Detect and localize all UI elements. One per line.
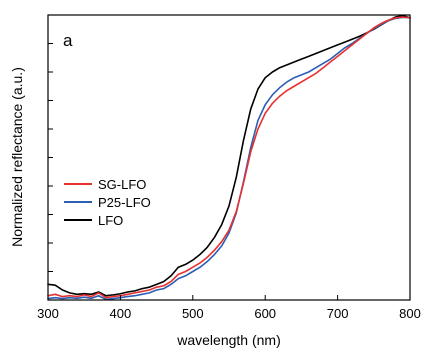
x-tick-label-700: 700 (327, 306, 349, 321)
series-line-sg-lfo (47, 16, 411, 299)
legend: SG-LFO P25-LFO LFO (64, 177, 151, 228)
panel-label: a (63, 31, 73, 50)
series-line-p25-lfo (47, 16, 411, 301)
x-tick-label-800: 800 (399, 306, 421, 321)
x-tick-label-300: 300 (37, 306, 59, 321)
legend-label-sg-lfo: SG-LFO (98, 177, 146, 192)
plot-frame (47, 14, 411, 301)
x-tick-label-600: 600 (254, 306, 276, 321)
y-axis-ticks (48, 43, 53, 272)
series-line-lfo (47, 14, 411, 297)
x-axis-label: wavelength (nm) (176, 332, 281, 348)
legend-label-p25-lfo: P25-LFO (98, 195, 151, 210)
x-axis-tick-labels: 300 400 500 600 700 800 (37, 306, 421, 321)
x-tick-label-400: 400 (110, 306, 132, 321)
x-axis-ticks (47, 295, 411, 300)
x-tick-label-500: 500 (182, 306, 204, 321)
y-axis-label: Normalized reflectance (a.u.) (9, 67, 25, 247)
legend-label-lfo: LFO (98, 213, 123, 228)
series-layer (47, 14, 411, 301)
